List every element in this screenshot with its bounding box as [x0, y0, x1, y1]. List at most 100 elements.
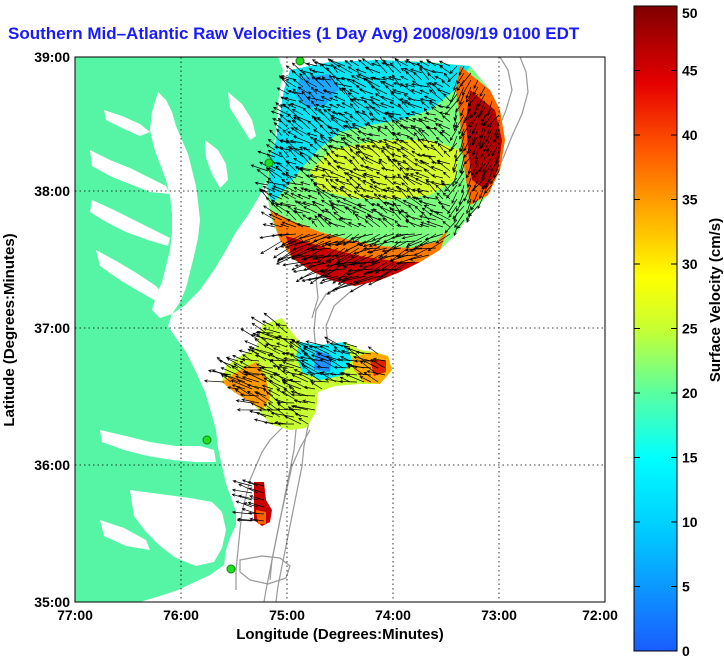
velocity-arrow [250, 347, 274, 355]
velocity-arrow [299, 181, 311, 186]
velocity-arrow [392, 89, 409, 95]
velocity-arrow [437, 201, 451, 207]
velocity-arrow [301, 275, 325, 282]
velocity-arrow [279, 146, 290, 158]
velocity-arrow [411, 80, 423, 88]
velocity-arrow [397, 186, 409, 200]
velocity-arrow [352, 155, 360, 165]
velocity-arrow [460, 163, 465, 175]
velocity-arrow [231, 365, 246, 376]
velocity-arrow [244, 340, 260, 348]
velocity-arrow [270, 411, 295, 418]
velocity-arrow [363, 100, 374, 109]
x-axis: 77:00 76:00 75:00 74:00 73:00 72:00 Long… [57, 607, 618, 643]
velocity-arrow [338, 87, 346, 95]
velocity-arrow [263, 345, 281, 355]
velocity-arrow [434, 141, 451, 151]
velocity-arrow [280, 193, 290, 200]
velocity-arrow [361, 110, 374, 123]
velocity-arrow [355, 68, 367, 74]
velocity-arrow [381, 145, 395, 158]
velocity-arrow [423, 116, 437, 123]
velocity-arrow [402, 200, 416, 207]
velocity-arrow [400, 209, 416, 221]
velocity-arrow [230, 379, 253, 390]
velocity-arrow [309, 379, 330, 383]
velocity-arrow [413, 71, 423, 81]
velocity-arrow [290, 254, 311, 260]
velocity-arrow [321, 104, 332, 109]
velocity-arrow [328, 136, 339, 144]
velocity-arrow [452, 114, 458, 129]
velocity-arrow [444, 219, 458, 234]
velocity-arrow [441, 205, 451, 214]
velocity-arrow [378, 213, 395, 221]
colorbar-tick-label: 35 [682, 192, 698, 208]
velocity-arrow [261, 189, 276, 200]
velocity-arrow [341, 275, 367, 283]
velocity-arrow [490, 170, 500, 185]
velocity-arrow [385, 146, 395, 151]
velocity-arrow [458, 177, 465, 188]
velocity-arrow [428, 100, 444, 109]
velocity-arrow [307, 120, 318, 130]
velocity-arrow [278, 233, 297, 237]
velocity-arrow [378, 139, 388, 144]
velocity-arrow [375, 261, 395, 274]
velocity-arrow [355, 350, 372, 355]
velocity-arrow [367, 346, 379, 355]
velocity-arrow [261, 384, 274, 390]
velocity-arrow [371, 145, 388, 151]
velocity-arrow [271, 199, 283, 207]
y-tick-label: 37:00 [34, 320, 70, 336]
velocity-arrow [220, 374, 232, 383]
velocity-arrow [460, 142, 465, 153]
velocity-arrow [231, 493, 253, 501]
velocity-arrow [376, 203, 388, 214]
velocity-arrow [260, 211, 276, 221]
velocity-arrow [313, 138, 325, 144]
velocity-arrow [456, 72, 465, 85]
velocity-arrow [458, 65, 465, 76]
velocity-arrow [479, 107, 486, 116]
velocity-arrow [370, 203, 381, 207]
velocity-arrow [340, 145, 353, 158]
velocity-arrow [439, 111, 451, 116]
velocity-arrow [336, 64, 353, 74]
velocity-arrow [317, 214, 332, 228]
velocity-arrow [303, 352, 323, 369]
velocity-arrow [403, 101, 416, 109]
velocity-arrow [265, 180, 283, 186]
velocity-arrow [295, 268, 318, 283]
velocity-arrow [494, 121, 500, 137]
velocity-arrow [207, 369, 232, 376]
velocity-arrow [326, 233, 346, 240]
x-axis-label: Longitude (Degrees:Minutes) [236, 626, 444, 643]
velocity-arrow [325, 247, 346, 263]
velocity-arrow [357, 177, 367, 186]
velocity-arrow [272, 347, 288, 355]
velocity-arrow [343, 111, 353, 116]
velocity-arrow [317, 247, 339, 263]
velocity-arrow [455, 170, 465, 185]
velocity-arrow [289, 139, 304, 144]
velocity-arrow [379, 206, 395, 214]
velocity-arrow [277, 422, 295, 426]
velocity-arrow [302, 254, 325, 260]
velocity-arrow [290, 192, 304, 200]
velocity-arrow [291, 109, 304, 116]
colorbar-tick-label: 20 [682, 385, 698, 401]
velocity-arrow [400, 139, 416, 151]
velocity-arrow [374, 59, 388, 74]
velocity-arrow [312, 153, 325, 165]
velocity-arrow [410, 124, 423, 137]
velocity-arrow [328, 138, 346, 144]
velocity-arrow [290, 127, 304, 137]
velocity-arrow [454, 149, 458, 159]
velocity-arrow [413, 247, 430, 256]
velocity-arrow [485, 170, 493, 189]
velocity-arrow [263, 403, 274, 411]
velocity-arrow [275, 165, 290, 179]
velocity-arrow [435, 195, 444, 207]
velocity-arrow [363, 172, 381, 179]
